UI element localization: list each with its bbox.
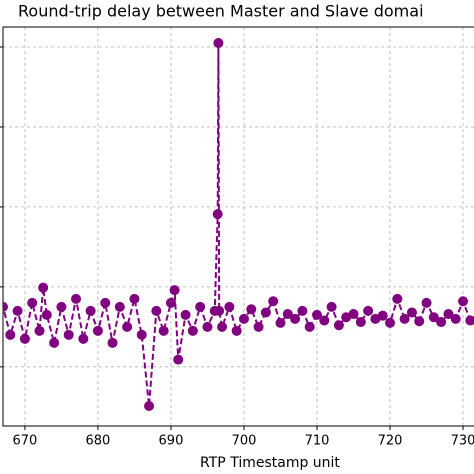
data-point	[92, 325, 103, 336]
data-point	[165, 297, 176, 308]
data-point	[122, 321, 133, 332]
data-point	[217, 321, 228, 332]
data-point	[428, 312, 439, 323]
data-point	[3, 301, 8, 312]
data-point	[312, 309, 322, 320]
data-point	[136, 329, 147, 340]
data-point	[421, 297, 432, 308]
data-point	[297, 305, 308, 316]
data-point	[63, 329, 74, 340]
chart-title: Round-trip delay between Master and Slav…	[18, 2, 424, 21]
data-point	[129, 293, 140, 304]
data-point	[238, 313, 249, 324]
data-point	[213, 37, 224, 48]
x-axis-label: RTP Timestamp unit	[200, 455, 340, 471]
data-point	[100, 297, 111, 308]
data-point	[253, 321, 264, 332]
data-point	[304, 321, 315, 332]
data-point	[355, 317, 366, 328]
x-tick-label: 700	[232, 434, 257, 449]
data-point	[27, 297, 38, 308]
data-point	[34, 325, 45, 336]
data-point	[144, 401, 155, 412]
data-point	[158, 325, 169, 336]
data-point	[212, 209, 223, 220]
data-point	[114, 301, 125, 312]
x-tick-label: 720	[378, 434, 403, 449]
x-tick-label: 710	[305, 434, 330, 449]
data-point	[326, 301, 337, 312]
data-point	[465, 315, 474, 326]
data-point	[0, 338, 1, 348]
x-tick-label: 690	[159, 434, 184, 449]
data-point	[282, 309, 293, 320]
data-point	[450, 313, 461, 324]
data-point	[5, 329, 16, 340]
data-point	[195, 301, 206, 312]
data-point	[12, 305, 23, 316]
data-point	[41, 309, 52, 320]
x-tick-label: 730	[451, 434, 474, 449]
data-point	[202, 321, 213, 332]
data-point	[414, 316, 425, 327]
data-point	[180, 309, 191, 320]
data-point	[399, 313, 410, 324]
data-point	[443, 309, 454, 320]
data-point	[85, 305, 96, 316]
data-point	[260, 307, 271, 318]
data-point	[363, 305, 374, 316]
data-point	[377, 310, 388, 321]
series	[0, 37, 474, 412]
data-point	[392, 293, 403, 304]
data-point	[268, 296, 279, 307]
data-point	[214, 305, 225, 316]
data-point	[19, 333, 30, 344]
data-point	[187, 325, 198, 336]
data-point	[173, 354, 184, 365]
data-line	[3, 42, 472, 407]
data-point	[319, 315, 330, 326]
data-point	[246, 304, 257, 315]
data-point	[458, 296, 469, 307]
x-tick-label: 680	[86, 434, 111, 449]
data-point	[385, 317, 396, 328]
data-point	[231, 325, 242, 336]
data-point	[49, 337, 60, 348]
data-point	[56, 301, 67, 312]
data-point	[169, 285, 180, 296]
data-point	[275, 317, 286, 328]
data-point	[71, 293, 82, 304]
data-point	[406, 307, 417, 318]
data-point	[151, 305, 162, 316]
data-point	[78, 333, 89, 344]
data-point	[333, 320, 344, 331]
data-point	[38, 282, 49, 293]
data-point	[436, 317, 447, 328]
x-tick-label: 670	[12, 434, 37, 449]
data-point	[290, 313, 301, 324]
data-point	[107, 337, 118, 348]
data-point	[348, 309, 359, 320]
data-point	[224, 301, 235, 312]
plot-frame	[2, 26, 474, 427]
